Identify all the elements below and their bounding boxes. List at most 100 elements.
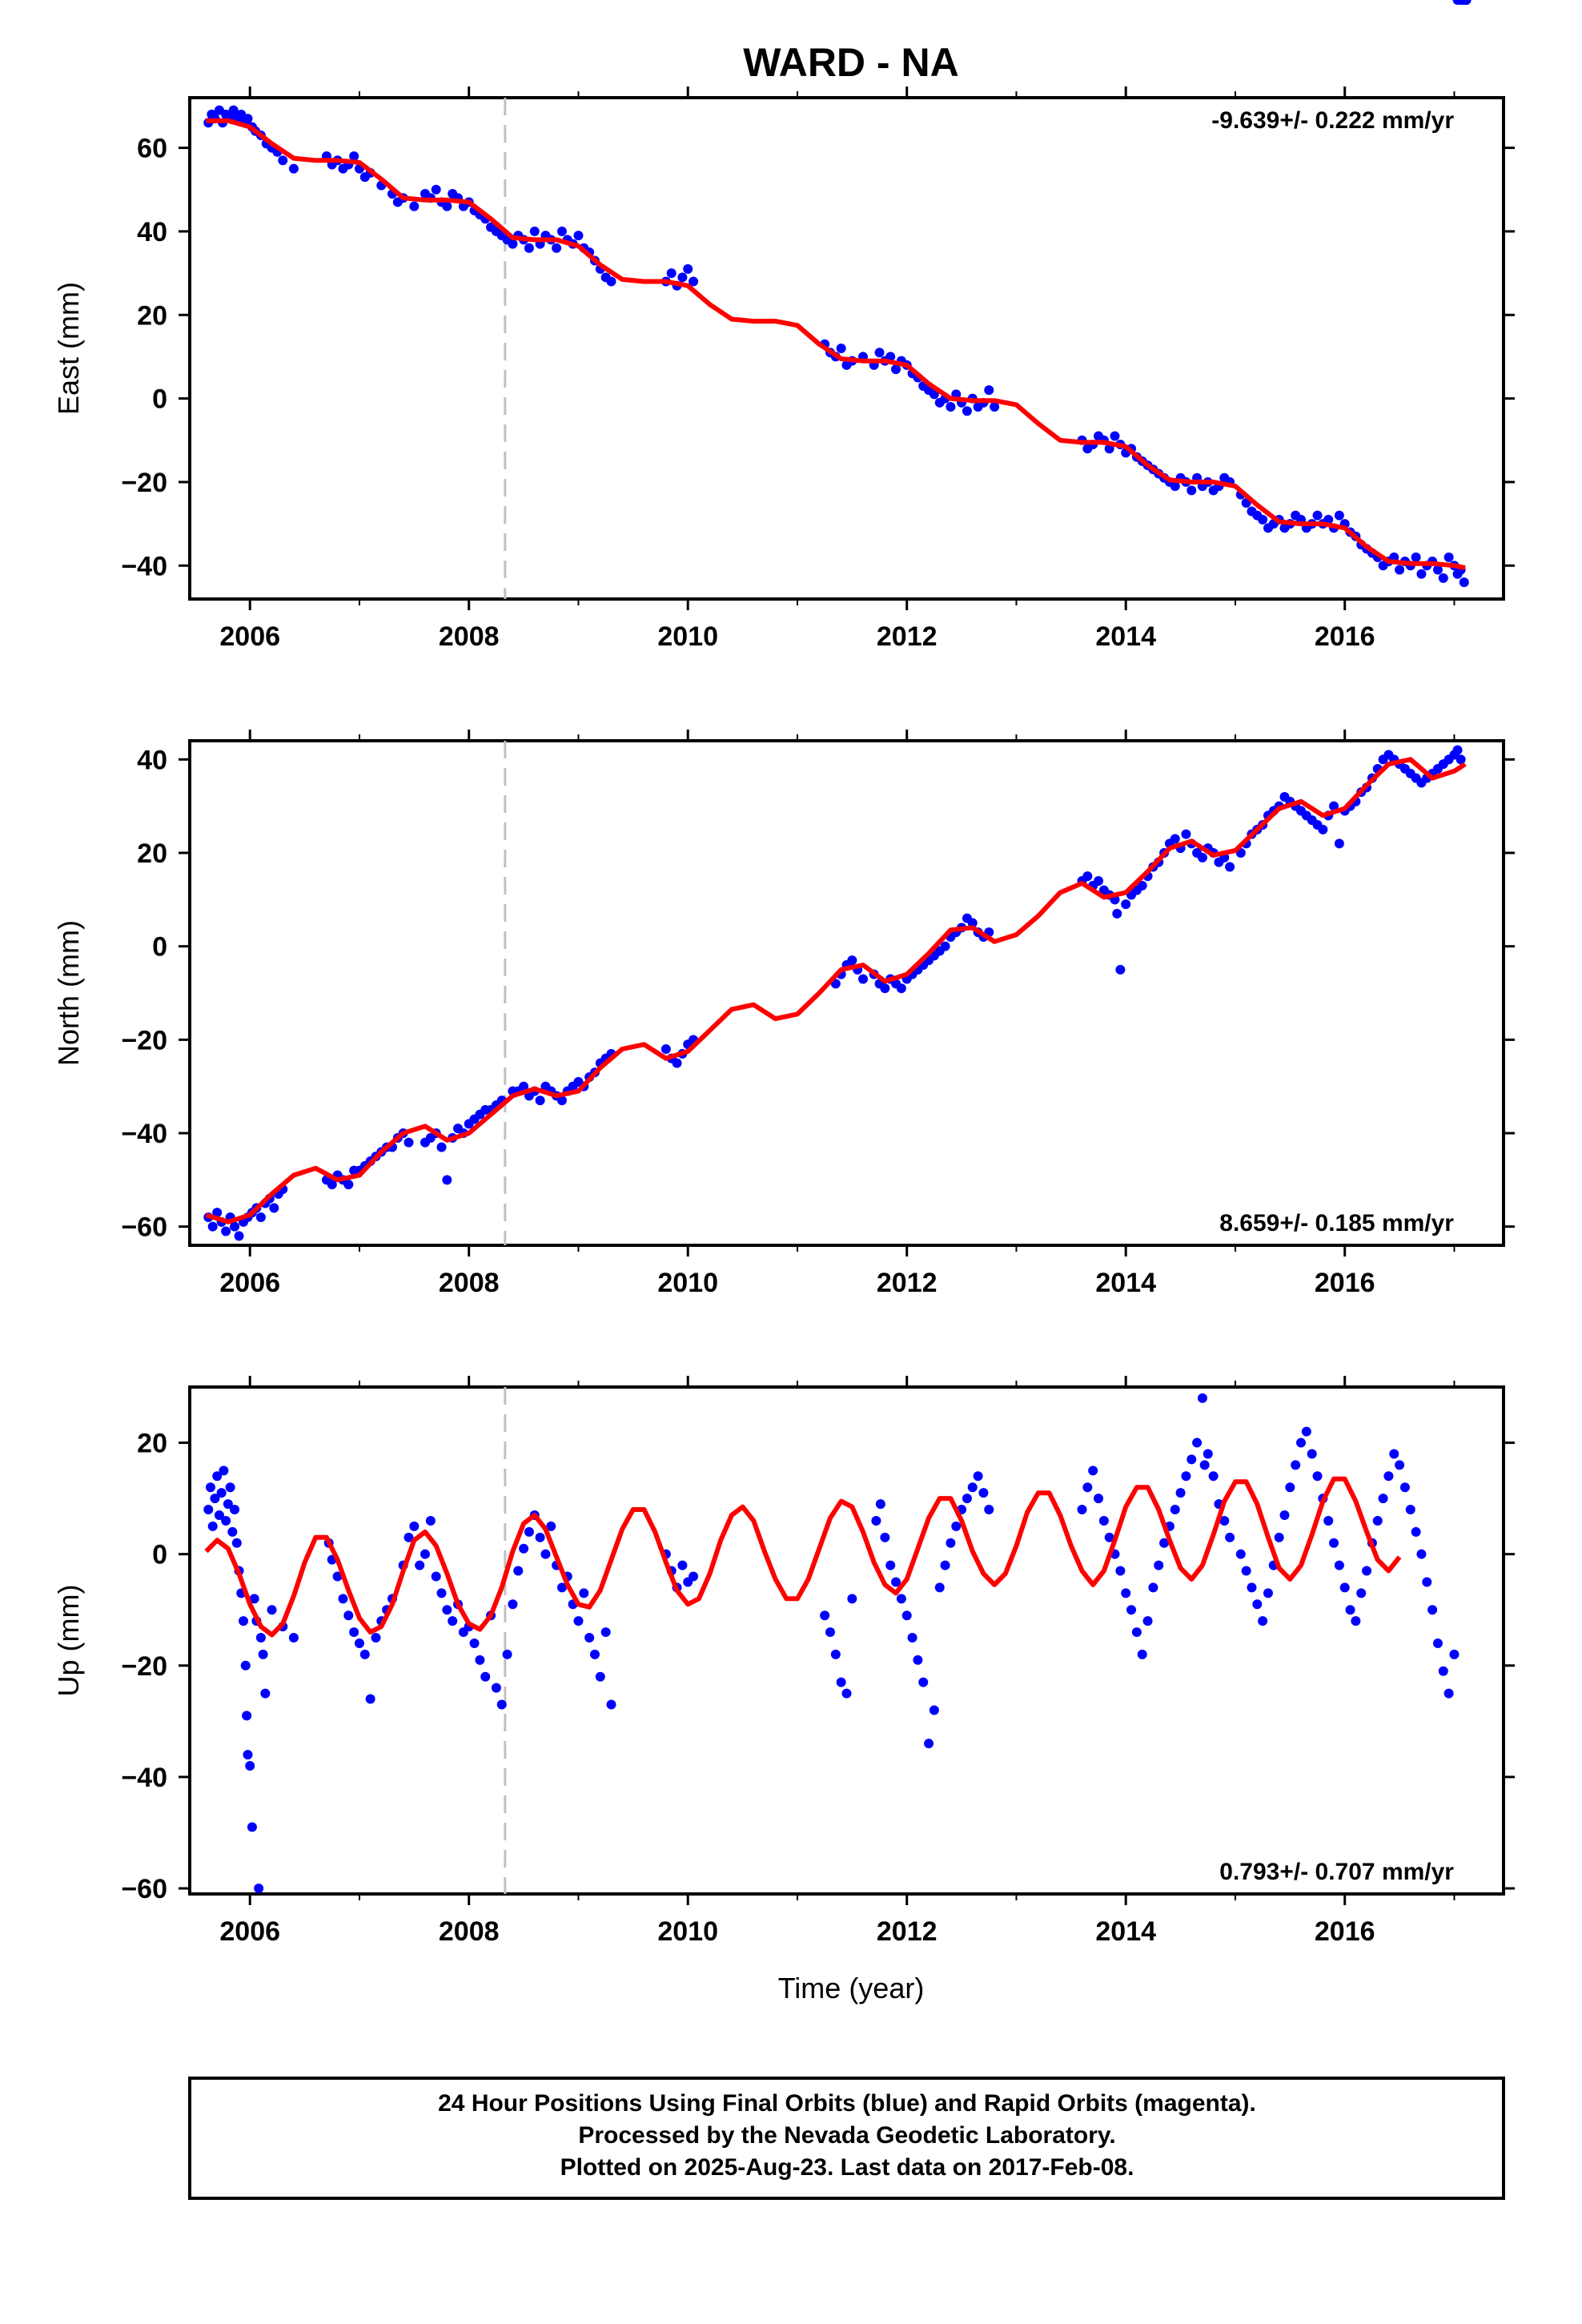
up-observation-point	[1170, 1505, 1180, 1515]
east-observation-point	[1432, 565, 1443, 575]
up-observation-point	[841, 1688, 852, 1699]
east-x-tick-label: 2014	[1095, 621, 1156, 652]
footer-line-2: Processed by the Nevada Geodetic Laborat…	[578, 2122, 1115, 2149]
east-observation-point	[689, 276, 699, 287]
up-observation-point	[1389, 1449, 1399, 1459]
north-observation-point	[234, 1231, 244, 1241]
up-observation-point	[1077, 1505, 1087, 1515]
east-y-tick-label: 0	[152, 384, 167, 415]
up-x-tick-label: 2006	[219, 1916, 280, 1947]
north-observation-point	[1318, 824, 1328, 834]
up-observation-point	[1241, 1566, 1251, 1576]
up-observation-point	[1197, 1393, 1207, 1403]
up-observation-point	[934, 1582, 945, 1593]
east-y-tick-label: 40	[137, 217, 167, 247]
footer-frame	[188, 2077, 1505, 2200]
north-observation-point	[1197, 852, 1207, 862]
chart-title: WARD - NA	[743, 40, 958, 85]
east-observation-point	[962, 406, 972, 416]
east-y-tick-label: 20	[137, 300, 167, 331]
up-x-tick-label: 2012	[877, 1916, 938, 1947]
north-observation-point	[1181, 829, 1191, 839]
up-observation-point	[242, 1711, 252, 1721]
east-observation-point	[1334, 510, 1344, 521]
up-observation-point	[223, 1499, 233, 1510]
up-observation-point	[1356, 1588, 1367, 1598]
east-observation-point	[1438, 573, 1448, 583]
east-x-tick-label: 2016	[1315, 621, 1375, 652]
up-observation-point	[973, 1471, 983, 1482]
up-observation-point	[871, 1515, 881, 1526]
east-observation-point	[508, 239, 518, 249]
up-observation-point	[1279, 1510, 1290, 1520]
up-observation-point	[496, 1699, 507, 1710]
up-observation-point	[365, 1694, 375, 1704]
east-y-axis-label: East (mm)	[52, 282, 85, 415]
up-observation-point	[880, 1532, 890, 1542]
north-observation-point	[327, 1180, 337, 1190]
east-y-tick-label: −40	[121, 551, 167, 581]
north-observation-point	[1082, 871, 1093, 882]
up-observation-point	[918, 1677, 929, 1687]
up-observation-point	[907, 1633, 917, 1643]
east-x-tick-label: 2010	[657, 621, 718, 652]
up-observation-point	[239, 1616, 249, 1626]
up-observation-point	[978, 1488, 989, 1498]
east-rate-label: -9.639+/- 0.222 mm/yr	[1211, 107, 1454, 134]
up-observation-point	[901, 1610, 912, 1621]
up-y-tick-label: 20	[137, 1429, 167, 1459]
east-observation-point	[1312, 510, 1323, 521]
north-observation-point	[269, 1203, 279, 1213]
up-observation-point	[535, 1532, 545, 1542]
up-observation-point	[606, 1699, 616, 1710]
up-observation-point	[1449, 1649, 1460, 1659]
up-observation-point	[255, 1633, 266, 1643]
east-observation-point	[990, 402, 1000, 412]
up-observation-point	[1252, 1599, 1263, 1610]
north-observation-point	[967, 918, 978, 928]
up-observation-point	[469, 1638, 480, 1648]
footer-box: 24 Hour Positions Using Final Orbits (bl…	[188, 2077, 1505, 2200]
north-observation-point	[1115, 964, 1126, 975]
up-observation-point	[1395, 1460, 1405, 1470]
north-observation-point	[519, 1081, 529, 1092]
up-y-tick-label: −40	[121, 1763, 167, 1793]
north-observation-point	[343, 1180, 354, 1190]
north-y-tick-label: 40	[137, 745, 167, 775]
up-y-axis-label: Up (mm)	[52, 1585, 85, 1697]
up-observation-point	[1345, 1605, 1355, 1615]
east-observation-point	[891, 364, 901, 375]
up-observation-point	[1186, 1454, 1197, 1465]
up-observation-point	[409, 1521, 420, 1531]
up-observation-point	[524, 1526, 534, 1537]
north-y-tick-label: −60	[121, 1212, 167, 1243]
up-observation-point	[205, 1482, 215, 1493]
up-observation-point	[1148, 1582, 1158, 1593]
up-observation-point	[1203, 1449, 1213, 1459]
up-observation-point	[556, 1582, 567, 1593]
east-observation-point	[1416, 569, 1427, 579]
north-observation-point	[255, 1212, 266, 1222]
north-observation-point	[880, 983, 890, 994]
east-y-tick-label: −20	[121, 468, 167, 498]
up-observation-point	[1142, 1616, 1153, 1626]
up-observation-point	[1199, 1460, 1210, 1470]
up-observation-point	[1443, 1688, 1454, 1699]
north-x-tick-label: 2006	[219, 1268, 280, 1298]
up-observation-point	[875, 1499, 885, 1510]
up-observation-point	[1461, 0, 1472, 5]
north-observation-point	[1456, 754, 1466, 765]
up-observation-point	[1307, 1449, 1317, 1459]
north-observation-point	[436, 1142, 447, 1152]
up-observation-point	[240, 1660, 251, 1671]
north-observation-point	[896, 983, 906, 994]
up-observation-point	[1115, 1566, 1126, 1576]
up-observation-point	[924, 1739, 934, 1749]
up-observation-point	[203, 1505, 214, 1515]
east-observation-point	[288, 163, 299, 174]
north-observation-point	[556, 1096, 567, 1106]
up-observation-point	[951, 1521, 962, 1531]
east-model-curve	[206, 118, 1466, 570]
up-y-tick-label: −20	[121, 1651, 167, 1682]
